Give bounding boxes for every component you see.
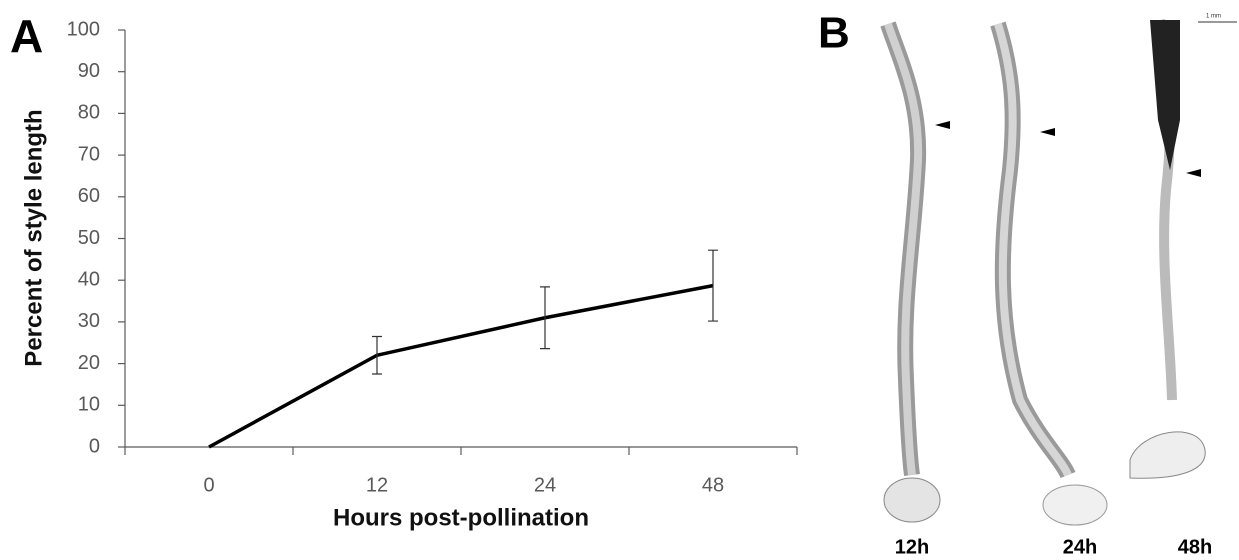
x-tick-label: 12 [366, 474, 388, 496]
image-label: 12h [895, 536, 929, 558]
ovary-48h [1129, 431, 1206, 479]
scale-bar-label: 1 mm [1206, 14, 1221, 20]
ovary-12h [883, 477, 941, 523]
micrographs [880, 19, 1206, 526]
image-label: 48h [1178, 536, 1212, 558]
style-12h-core [884, 22, 923, 476]
arrowhead [935, 121, 950, 129]
arrowhead [1040, 128, 1055, 136]
error-bar [372, 335, 382, 375]
panel-label: B [818, 9, 850, 58]
y-tick-label: 80 [78, 102, 100, 124]
y-tick-label: 10 [78, 394, 100, 416]
x-tick-label: 48 [702, 474, 724, 496]
data-line [208, 283, 714, 449]
panel-label: A [10, 10, 43, 62]
y-tick-label: 70 [78, 143, 100, 165]
y-tick-label: 30 [78, 310, 100, 332]
y-tick-label: 40 [78, 268, 100, 290]
y-tick-label: 60 [78, 185, 100, 207]
arrowhead [1186, 169, 1201, 177]
axes [124, 30, 798, 455]
y-tick-label: 90 [78, 60, 100, 82]
style-24h-core [994, 22, 1072, 477]
y-tick-label: 100 [67, 18, 100, 40]
pollen-tubes-48h [1150, 20, 1180, 170]
error-bar [540, 286, 550, 350]
x-tick-label: 0 [203, 474, 214, 496]
x-tick-label: 24 [534, 474, 556, 496]
x-axis-title: Hours post-pollination [333, 504, 589, 531]
y-tick-label: 50 [78, 227, 100, 249]
ovary-24h [1042, 484, 1108, 526]
error-bar [708, 249, 718, 322]
y-tick-label: 20 [78, 352, 100, 374]
image-label: 24h [1063, 536, 1097, 558]
y-axis-title: Percent of style length [20, 109, 47, 366]
y-tick-label: 0 [89, 435, 100, 457]
